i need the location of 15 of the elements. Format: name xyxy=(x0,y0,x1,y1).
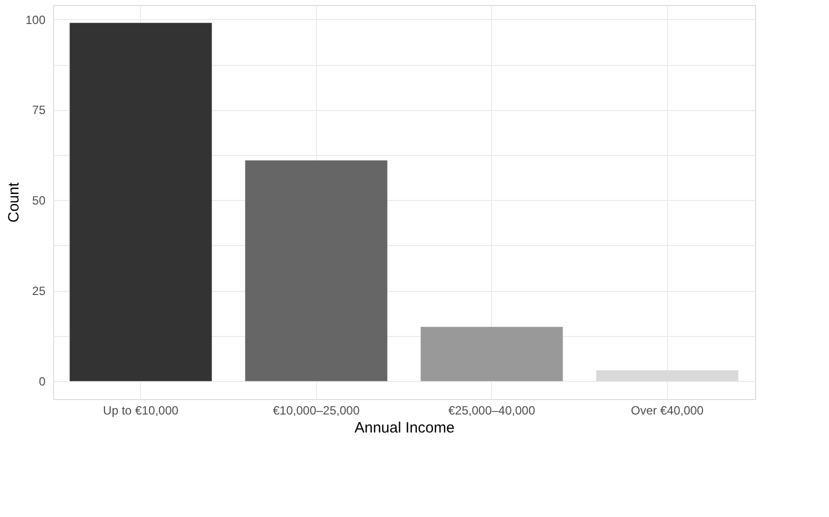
bar xyxy=(70,22,212,382)
bar xyxy=(245,160,388,382)
y-tick-label: 75 xyxy=(32,103,46,118)
x-tick-label: Over €40,000 xyxy=(630,404,704,418)
x-tick-label: €10,000–25,000 xyxy=(272,404,360,418)
y-tick-label: 50 xyxy=(32,194,46,208)
y-tick-label: 0 xyxy=(38,374,46,389)
y-tick-label: 25 xyxy=(32,284,46,298)
bar xyxy=(420,326,563,382)
x-tick-label: Up to €10,000 xyxy=(103,404,179,418)
y-axis-title: Count xyxy=(5,182,22,223)
x-axis-title: Annual Income xyxy=(354,420,455,436)
bar xyxy=(596,370,738,382)
x-tick-label: €25,000–40,000 xyxy=(448,404,536,418)
y-tick-label: 100 xyxy=(25,12,46,27)
